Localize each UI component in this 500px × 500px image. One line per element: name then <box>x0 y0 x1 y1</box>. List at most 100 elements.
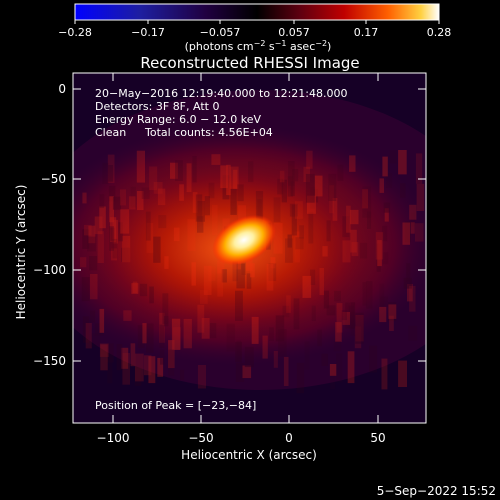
ripple-artifact <box>292 169 299 182</box>
ripple-artifact <box>195 194 203 222</box>
ripple-artifact <box>153 236 161 263</box>
ripple-artifact <box>99 206 106 229</box>
ripple-artifact <box>171 318 181 350</box>
ripple-artifact <box>383 202 391 213</box>
ripple-artifact <box>362 186 372 218</box>
y-tick-label: −150 <box>33 354 66 368</box>
ripple-artifact <box>112 196 121 210</box>
ripple-artifact <box>362 189 368 209</box>
ripple-artifact <box>120 209 130 234</box>
ripple-artifact <box>408 325 418 341</box>
ripple-artifact <box>197 304 205 333</box>
ripple-artifact <box>110 227 115 241</box>
ripple-artifact <box>137 325 145 349</box>
ripple-artifact <box>221 269 227 283</box>
ripple-artifact <box>250 263 255 278</box>
ripple-artifact <box>366 281 373 309</box>
ripple-artifact <box>403 277 412 289</box>
ripple-artifact <box>108 185 116 202</box>
ripple-artifact <box>230 188 237 215</box>
ripple-artifact <box>89 256 98 271</box>
solar-image <box>73 73 426 423</box>
ripple-artifact <box>409 285 416 312</box>
ripple-artifact <box>130 186 136 208</box>
ripple-artifact <box>273 223 283 254</box>
ripple-artifact <box>160 349 165 365</box>
ripple-artifact <box>84 224 92 236</box>
ripple-artifact <box>336 353 343 383</box>
ripple-artifact <box>334 290 341 302</box>
ripple-artifact <box>275 315 285 342</box>
ripple-artifact <box>217 260 225 274</box>
time-range-label: 20−May−2016 12:19:40.000 to 12:21:48.000 <box>95 87 348 100</box>
ripple-artifact <box>94 216 103 235</box>
ripple-artifact <box>97 231 104 263</box>
ripple-artifact <box>131 283 139 294</box>
ripple-artifact <box>208 182 215 199</box>
ripple-artifact <box>273 197 281 222</box>
x-axis-label: Heliocentric X (arcsec) <box>181 448 317 462</box>
ripple-artifact <box>82 229 90 249</box>
ripple-artifact <box>317 329 322 347</box>
ripple-artifact <box>99 343 109 357</box>
ripple-artifact <box>212 204 218 236</box>
ripple-artifact <box>409 204 417 220</box>
ripple-artifact <box>208 266 216 281</box>
ripple-artifact <box>204 196 210 216</box>
ripple-artifact <box>108 165 114 182</box>
ripple-artifact <box>379 178 384 193</box>
ripple-artifact <box>143 355 152 376</box>
ripple-artifact <box>141 187 150 199</box>
ripple-artifact <box>416 183 425 211</box>
ripple-artifact <box>341 310 347 321</box>
y-tick-label: −50 <box>41 172 66 186</box>
colorbar-ticks <box>74 20 440 24</box>
ripple-artifact <box>180 369 185 381</box>
ripple-artifact <box>407 284 413 302</box>
ripple-artifact <box>389 315 394 331</box>
ripple-artifact <box>381 358 388 390</box>
ripple-artifact <box>146 323 154 353</box>
ripple-artifact <box>333 341 342 352</box>
ripple-artifact <box>149 286 154 304</box>
ripple-artifact <box>251 316 259 344</box>
ripple-artifact <box>197 216 204 233</box>
ripple-artifact <box>201 318 210 339</box>
ripple-artifact <box>311 305 316 321</box>
ripple-artifact <box>415 153 423 184</box>
ripple-artifact <box>329 185 334 214</box>
ripple-artifact <box>410 222 415 234</box>
colorbar <box>74 3 440 21</box>
ripple-artifact <box>109 196 114 223</box>
ripple-artifact <box>321 353 328 366</box>
ripple-artifact <box>293 298 300 330</box>
colorbar-tick-label: 0.28 <box>427 26 452 39</box>
ripple-artifact <box>100 344 108 371</box>
ripple-artifact <box>149 166 158 191</box>
ripple-artifact <box>350 229 357 253</box>
ripple-artifact <box>290 181 295 197</box>
colorbar-tick-label: −0.057 <box>200 26 241 39</box>
ripple-artifact <box>203 265 212 295</box>
ripple-artifact <box>294 231 300 263</box>
ripple-artifact <box>80 257 87 268</box>
ripple-artifact <box>210 323 217 339</box>
ripple-artifact <box>132 281 138 293</box>
total-counts-label: Total counts: 4.56E+04 <box>144 126 273 139</box>
ripple-artifact <box>241 262 246 275</box>
ripple-artifact <box>187 219 196 251</box>
ripple-artifact <box>235 362 245 382</box>
y-axis-ticks <box>73 88 426 362</box>
ripple-artifact <box>111 248 117 261</box>
ripple-artifact <box>159 312 165 343</box>
ripple-artifact <box>369 345 378 373</box>
ripple-artifact <box>330 364 336 390</box>
ripple-artifact <box>130 343 136 367</box>
clean-label: Clean <box>95 126 126 139</box>
ripple-artifact <box>110 217 117 242</box>
ripple-artifact <box>107 353 113 384</box>
ripple-artifact <box>307 195 316 214</box>
ripple-artifact <box>157 188 166 206</box>
ripple-artifact <box>255 191 264 222</box>
ripple-artifact <box>335 322 342 342</box>
